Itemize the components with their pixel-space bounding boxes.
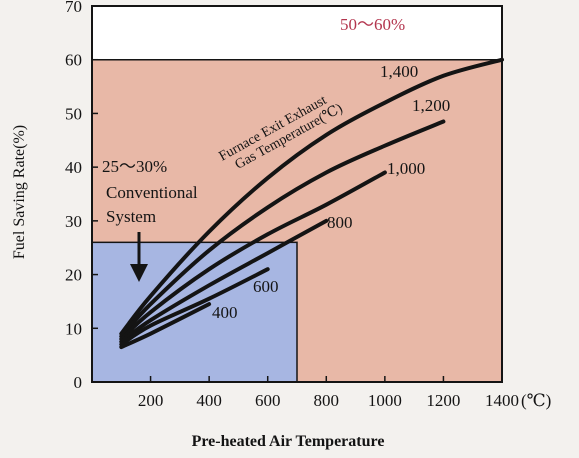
y-axis-title: Fuel Saving Rate(%) [11, 125, 28, 259]
x-tick-label: 600 [255, 391, 281, 410]
x-axis-title: Pre-heated Air Temperature [192, 433, 385, 450]
series-line-600 [119, 267, 270, 347]
series-label-1200: 1,200 [412, 96, 450, 115]
down-arrow-icon [130, 232, 148, 282]
tick-labels: 0 10 20 30 40 50 60 70 200 400 600 800 1000 1200 1400(… [65, 0, 551, 410]
y-tick-label: 70 [65, 0, 82, 16]
series-label-800: 800 [327, 213, 353, 232]
y-axis-title-group: Fuel Saving Rate(%) [11, 125, 28, 259]
conventional-range-annotation: 25～30% [102, 157, 167, 176]
y-tick-label: 60 [65, 51, 82, 70]
series-line-1200 [119, 119, 446, 339]
y-tick-label: 40 [65, 158, 82, 177]
conventional-line-1: Conventional [106, 183, 198, 202]
conventional-system-region [91, 241, 298, 383]
high-range-annotation: 50～60% [340, 15, 405, 34]
plot-frame [91, 5, 503, 383]
y-tick-label: 0 [74, 373, 83, 392]
conventional-line-2: System [106, 207, 156, 226]
y-tick-label: 30 [65, 212, 82, 231]
series-line-800 [119, 218, 329, 344]
chart-axes [91, 5, 503, 383]
x-tick-label: 400 [196, 391, 222, 410]
series-label-1400: 1,400 [380, 62, 418, 81]
x-axis-unit: (℃) [521, 391, 551, 410]
x-tick-label: 800 [314, 391, 340, 410]
upper-white-band [92, 6, 502, 60]
series-label-1000: 1,000 [387, 159, 425, 178]
y-tick-label: 20 [65, 266, 82, 285]
series-label-400: 400 [212, 303, 238, 322]
x-tick-label: 200 [138, 391, 164, 410]
series-labels: 1,400 1,200 1,000 800 600 400 [212, 62, 450, 322]
y-tick-label: 10 [65, 319, 82, 338]
series-label-600: 600 [253, 277, 279, 296]
series-line-400 [119, 302, 212, 350]
series-line-1000 [119, 170, 387, 341]
y-tick-label: 50 [65, 104, 82, 123]
x-tick-label: 1200 [426, 391, 460, 410]
series-line-1400 [119, 57, 504, 336]
x-tick-label: 1400 [485, 391, 519, 410]
saving-curves [119, 57, 504, 350]
x-tick-label: 1000 [368, 391, 402, 410]
